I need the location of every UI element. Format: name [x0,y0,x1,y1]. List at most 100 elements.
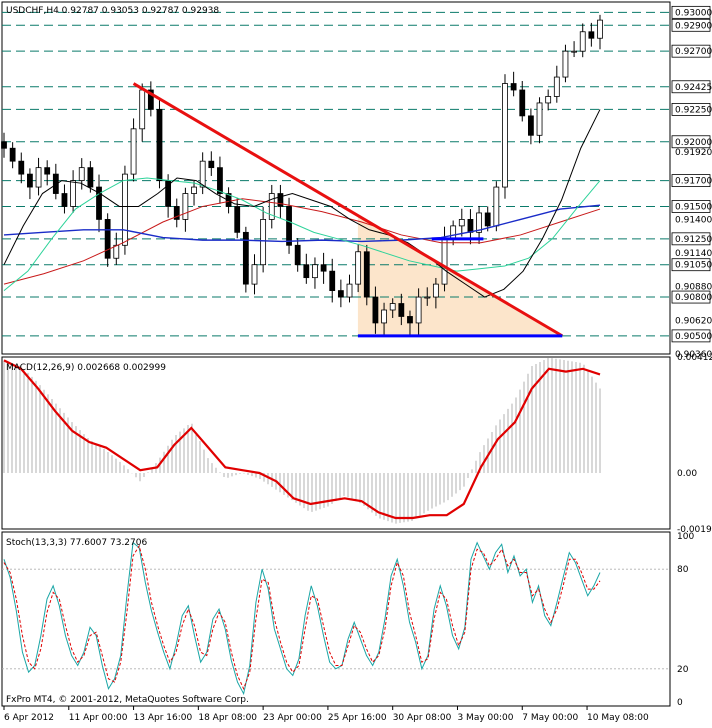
candle [105,213,110,267]
candle [36,158,41,196]
candle [304,254,309,284]
candle-body [451,226,456,239]
candle [338,280,343,308]
candle-body [598,20,603,38]
time-axis-label: 10 May 08:00 [587,713,649,723]
candle-body [468,219,473,232]
candle [589,23,594,47]
candle-body [459,219,464,225]
candle-body [19,161,24,174]
candle [459,209,464,237]
price-axis-label: 0.90500 [675,332,712,342]
candle-body [36,168,41,187]
price-axis-label: 0.91500 [675,202,712,212]
time-axis-label: 7 May 00:00 [522,713,578,723]
candle [528,109,533,145]
candle-body [511,84,516,90]
price-axis-label: 0.90620 [675,316,712,326]
candle [174,199,179,228]
candle [114,233,119,265]
candle [494,181,499,231]
candle [546,90,551,111]
price-axis-label: 0.92700 [675,47,712,57]
candle [53,164,58,199]
candle-body [407,316,412,322]
candle [347,275,352,303]
price-axis-label: 0.92250 [675,105,712,115]
candle [580,23,585,57]
candle [19,153,24,184]
candle [27,168,32,199]
price-axis-label: 0.91920 [675,148,712,158]
time-axis-label: 18 Apr 08:00 [198,713,257,723]
candle-body [312,265,317,278]
stochastic-axis-label: 80 [677,565,689,575]
candle [572,41,577,57]
price-axis-label: 0.92000 [675,138,712,148]
candle-body [131,129,136,174]
candle-body [295,245,300,264]
candle [261,207,266,273]
price-axis-label: 0.91050 [675,261,712,271]
price-axis-label: 0.91700 [675,177,712,187]
candle [157,100,162,188]
macd-signal-line [4,360,600,518]
candle-body [192,187,197,193]
candle [312,257,317,288]
price-pane: USDCHF,H4 0.92787 0.93053 0.92787 0.9293… [2,2,712,360]
stochastic-axis-label: 20 [677,665,689,675]
candle-body [10,148,15,161]
candle-body [252,265,257,284]
candle-body [79,168,84,181]
candle [269,185,274,228]
candle-body [433,284,438,297]
stochastic-axis-label: 0 [677,698,683,708]
time-axis-label: 11 Apr 00:00 [69,713,128,723]
candle [554,66,559,103]
candle-body [382,310,387,323]
candle [140,84,145,142]
stochastic-signal-line [4,546,600,689]
candle-body [45,168,50,174]
candle [563,45,568,83]
candle-body [442,239,447,284]
candle-body [88,168,93,187]
time-axis-label: 3 May 00:00 [457,713,513,723]
candle-body [209,161,214,167]
candle [97,175,102,233]
ma-blue-line [4,205,600,241]
candle-body [390,304,395,310]
candle-body [287,206,292,245]
candle-body [425,297,430,298]
candle-body [261,219,266,264]
macd-pane: MACD(12,26,9) 0.002668 0.002999 0.004120… [2,353,712,535]
price-axis-label: 0.92425 [675,83,712,93]
candle-body [554,77,559,96]
candle-body [321,265,326,271]
price-axis: 0.930000.929000.927000.924250.922500.920… [672,6,712,360]
candle-body [122,174,127,245]
candle-body [71,181,76,207]
time-axis-label: 23 Apr 00:00 [263,713,322,723]
candles [2,15,603,336]
candle [45,160,50,185]
candle-body [278,194,283,207]
candle-body [157,109,162,180]
candle [295,238,300,272]
candle-body [502,84,507,188]
price-axis-label: 0.91400 [675,215,712,225]
price-axis-label: 0.90800 [675,293,712,303]
candle [537,97,542,143]
candle-body [537,103,542,135]
price-axis-label: 0.92900 [675,21,712,31]
candle-body [330,271,335,290]
candle [330,259,335,303]
macd-pane-border [2,357,670,529]
candle-body [580,32,585,51]
candle-body [166,181,171,207]
symbol-info: USDCHF,H4 0.92787 0.93053 0.92787 0.9293… [6,6,219,16]
stochastic-pane-border [2,532,670,706]
candle-body [105,219,110,258]
candle [287,198,292,254]
